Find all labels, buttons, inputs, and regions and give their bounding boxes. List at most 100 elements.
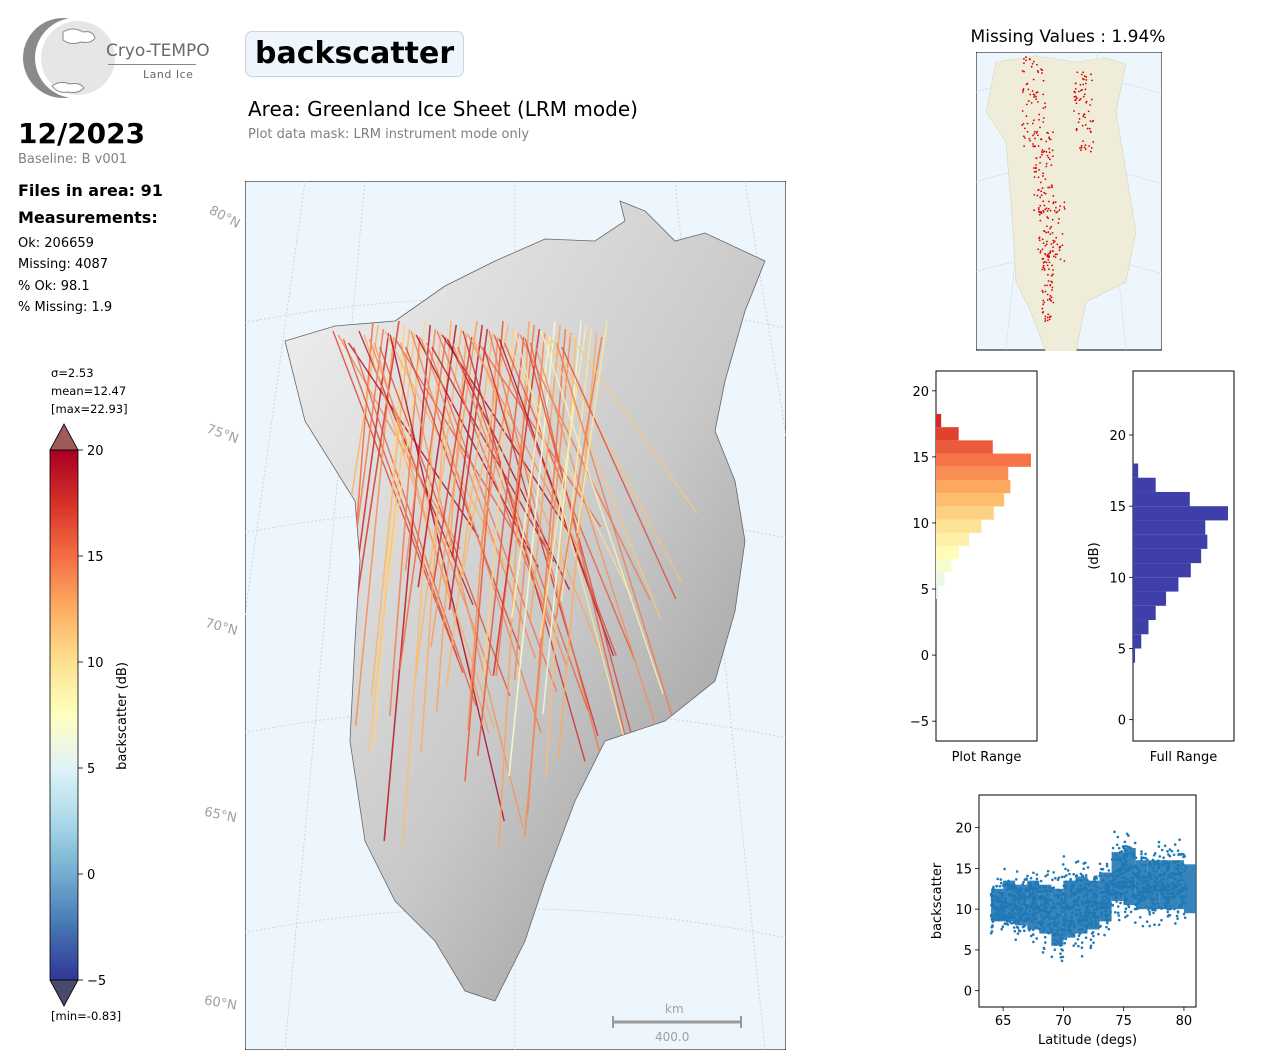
histogram-bar	[936, 493, 1005, 507]
colorbar-tick-label: 10	[87, 656, 104, 671]
histogram-bar	[1133, 605, 1156, 621]
colorbar-tick-label: 20	[87, 444, 104, 459]
scale-unit: km	[665, 1002, 684, 1016]
lat-label-75-left: 75°N	[204, 421, 241, 448]
histogram-ytick-label: 10	[912, 517, 929, 532]
colorbar-label: backscatter (dB)	[115, 662, 130, 770]
scatter-ytick-label: 5	[964, 944, 972, 959]
histogram-bar	[1133, 534, 1208, 549]
histogram-bar	[936, 506, 994, 520]
area-title: Area: Greenland Ice Sheet (LRM mode)	[248, 97, 638, 121]
latitude-scatter: 65 70 75 80 20 15 10 5 0 Latitude (degs) backscatt…	[930, 794, 1197, 1048]
pct-ok: % Ok: 98.1	[18, 279, 90, 294]
histogram-bar	[1133, 563, 1191, 578]
scatter-xtick-label: 75	[1115, 1014, 1132, 1029]
ok-count: Ok: 206659	[18, 236, 94, 251]
histogram-bar	[1133, 463, 1139, 478]
histogram-ytick-label: 5	[921, 583, 929, 598]
histogram-bar	[936, 559, 952, 573]
scatter-ylabel: backscatter	[930, 862, 945, 939]
histogram-ytick-label: 15	[1109, 500, 1126, 515]
histogram-bar	[936, 427, 959, 441]
lat-label-60-left: 60°N	[202, 993, 238, 1014]
logo-subtitle: Land Ice	[143, 68, 194, 81]
colorbar-min-extend	[49, 979, 79, 1007]
lat-label-70-left: 70°N	[203, 616, 240, 639]
missing-values-map	[976, 52, 1162, 351]
baseline-label: Baseline: B v001	[18, 152, 128, 167]
histogram-bar	[1133, 520, 1206, 535]
colorbar: 20 15 10 5 0 −5 backscatter (dB)	[49, 423, 130, 1007]
histogram-ytick-label: 0	[921, 649, 929, 664]
full-range-histogram: 20 15 10 5 0 Full Range (dB)	[1087, 370, 1235, 765]
histogram-ytick-label: 15	[912, 451, 929, 466]
histogram-xlabel: Full Range	[1150, 750, 1218, 765]
scatter-xtick-label: 70	[1055, 1014, 1072, 1029]
histogram-bar	[936, 440, 993, 454]
scatter-ytick-label: 10	[955, 903, 972, 918]
colorbar-tick-label: 15	[87, 550, 104, 565]
colorbar-sigma: σ=2.53	[51, 366, 94, 380]
histogram-bar	[936, 519, 982, 533]
files-count: Files in area: 91	[18, 181, 163, 200]
missing-map-landmass	[985, 55, 1137, 351]
histogram-bar	[936, 532, 970, 547]
scale-value: 400.0	[655, 1030, 689, 1044]
plot-range-histogram: 20 15 10 5 0 −5 Plot Range	[910, 370, 1038, 765]
histogram-ytick-label: 20	[1109, 429, 1126, 444]
scatter-xlabel: Latitude (degs)	[1038, 1033, 1137, 1048]
histogram-bar	[1133, 591, 1167, 606]
colorbar-max: [max=22.93]	[51, 402, 128, 416]
month-label: 12/2023	[18, 117, 146, 150]
measurements-heading: Measurements:	[18, 208, 158, 227]
histogram-ytick-label: −5	[910, 715, 929, 730]
mask-note: Plot data mask: LRM instrument mode only	[248, 127, 530, 142]
lat-label-65-left: 65°N	[202, 804, 238, 827]
scatter-ytick-label: 15	[955, 862, 972, 877]
histogram-bar	[936, 453, 1031, 467]
histogram-ytick-label: 0	[1118, 714, 1126, 729]
parameter-title: backscatter	[245, 31, 465, 77]
logo-globe-icon	[23, 18, 115, 98]
scatter-xtick-label: 80	[1176, 1014, 1193, 1029]
histogram-bar	[1133, 477, 1156, 492]
colorbar-gradient	[49, 449, 79, 981]
missing-count: Missing: 4087	[18, 257, 109, 272]
scatter-ytick-label: 0	[964, 985, 972, 1000]
scatter-xtick-label: 65	[995, 1014, 1012, 1029]
histogram-bar	[1133, 506, 1228, 521]
histogram-bar	[936, 480, 1011, 494]
colorbar-mean: mean=12.47	[51, 384, 127, 398]
histogram-bar	[936, 572, 945, 586]
scatter-points	[989, 830, 1196, 963]
histogram-bar	[1133, 491, 1190, 507]
colorbar-tick-label: 5	[87, 762, 95, 777]
histogram-xlabel: Plot Range	[952, 750, 1022, 765]
histogram-ylabel: (dB)	[1087, 542, 1102, 569]
logo-name: Cryo-TEMPO	[106, 41, 210, 61]
histogram-bar	[936, 546, 959, 560]
colorbar-tick-label: 0	[87, 868, 95, 883]
missing-points	[1021, 56, 1095, 322]
scatter-ytick-label: 20	[955, 822, 972, 837]
histogram-ytick-label: 20	[912, 385, 929, 400]
histogram-bar	[936, 585, 939, 599]
lat-label-80-left: 80°N	[206, 203, 243, 232]
histogram-ytick-label: 5	[1118, 643, 1126, 658]
histogram-ytick-label: 10	[1109, 571, 1126, 586]
histogram-bar	[936, 413, 942, 428]
colorbar-min: [min=-0.83]	[51, 1009, 122, 1023]
pct-missing: % Missing: 1.9	[18, 300, 113, 315]
histogram-bar	[1133, 620, 1149, 635]
histogram-bar	[936, 466, 1009, 481]
missing-values-title: Missing Values : 1.94%	[970, 27, 1166, 47]
colorbar-max-extend	[49, 423, 79, 451]
lrm-tracks	[332, 320, 698, 847]
histogram-bar	[1133, 577, 1179, 592]
greenland-map: 80°N 75°N 70°N 65°N 60°N km 400.0	[245, 181, 786, 1050]
logo-rule	[108, 64, 196, 65]
colorbar-tick-label: −5	[87, 974, 106, 989]
histogram-bar	[1133, 648, 1136, 663]
cryo-tempo-logo	[18, 14, 208, 102]
histogram-bar	[1133, 634, 1142, 649]
